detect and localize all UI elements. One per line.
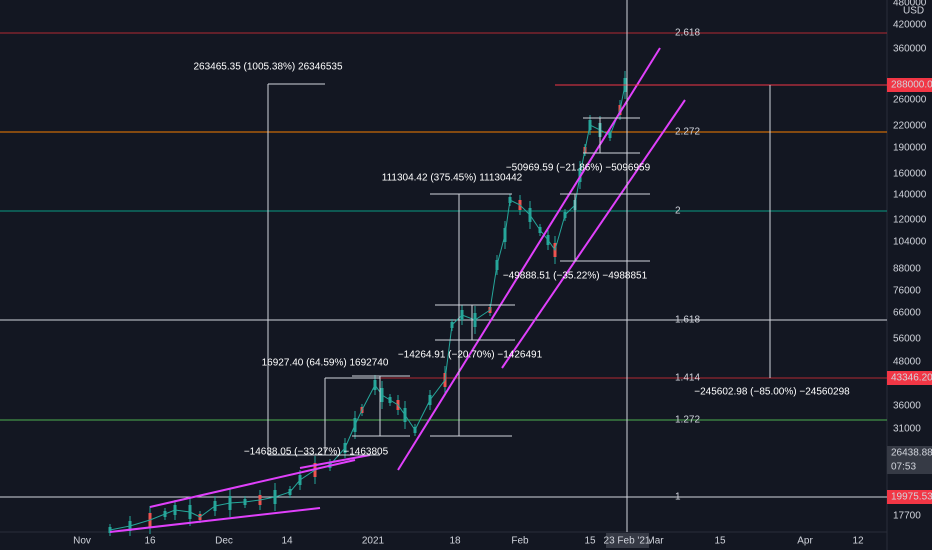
- fib-level-label: 1.272: [675, 415, 700, 426]
- price-tag-label: 43346.20: [891, 373, 932, 384]
- price-axis-label: 76000: [893, 286, 921, 297]
- time-axis-label: 15: [584, 536, 596, 547]
- measure-annotation: 111304.42 (375.45%) 11130442: [382, 173, 523, 184]
- price-tag: [887, 490, 932, 504]
- time-axis-label: 18: [449, 536, 461, 547]
- time-cursor-label: 23 Feb '21: [604, 536, 651, 547]
- currency-label: USD: [903, 6, 924, 17]
- time-axis-label: Dec: [215, 536, 233, 547]
- time-axis-label: Apr: [797, 536, 813, 547]
- price-axis-label: 56000: [893, 334, 921, 345]
- measure-annotation: −14264.91 (−20.70%) −1426491: [398, 350, 543, 361]
- fib-level-label: 2: [675, 206, 681, 217]
- time-axis-label: Feb: [511, 536, 529, 547]
- fib-level-label: 2.272: [675, 127, 700, 138]
- price-axis-label: 480000: [893, 0, 927, 9]
- price-path: [109, 84, 626, 531]
- price-axis-label: 190000: [893, 143, 927, 154]
- price-tag: [887, 371, 932, 385]
- labels: 2.618 2.272 2 1.618 1.414 1.272 1 263465.35 (10…: [73, 0, 932, 548]
- price-axis-label: 36000: [893, 401, 921, 412]
- time-axis-label: 16: [144, 536, 156, 547]
- price-axis-label: 17700: [893, 511, 921, 522]
- plot: [0, 0, 887, 536]
- trend-line: [149, 459, 356, 508]
- time-axis-label: Mar: [646, 536, 664, 547]
- price-axis-label: 160000: [893, 169, 927, 180]
- time-axis-label: 12: [852, 536, 864, 547]
- price-axis-label: 48000: [893, 357, 921, 368]
- price-axis-label: 104000: [893, 237, 927, 248]
- price-tag-label: 07:53: [891, 462, 916, 473]
- trend-line: [501, 99, 686, 369]
- price-axis-label: 88000: [893, 264, 921, 275]
- time-cursor-box: [606, 533, 649, 548]
- trend-line: [109, 507, 321, 533]
- price-tag: [887, 446, 932, 460]
- price-tag-label: 26438.88: [891, 448, 932, 459]
- measure-annotation: −14638.05 (−33.27%) −1463805: [244, 447, 389, 458]
- price-axis-label: 120000: [893, 215, 927, 226]
- time-axis-label: Nov: [73, 536, 91, 547]
- price-axis-label: 420000: [893, 20, 927, 31]
- measure-annotation: −49888.51 (−35.22%) −4988851: [503, 271, 648, 282]
- price-tag-label: 288000.00: [891, 80, 932, 91]
- price-tag: [887, 78, 932, 92]
- fib-level-label: 1.414: [675, 373, 700, 384]
- time-axis-label: 14: [281, 536, 293, 547]
- price-tag-label: 19975.53: [891, 492, 932, 503]
- fib-level-label: 1: [675, 492, 681, 503]
- price-axis-label: 360000: [893, 44, 927, 55]
- trend-line: [299, 454, 371, 469]
- measure-annotation: −245602.98 (−85.00%) −24560298: [694, 387, 850, 398]
- time-axis-label: 15: [714, 536, 726, 547]
- measure-annotation: −50969.59 (−21.86%) −5096959: [506, 163, 651, 174]
- price-axis-label: 66000: [893, 308, 921, 319]
- fib-level-label: 1.618: [675, 315, 700, 326]
- time-axis-label: 2021: [362, 536, 385, 547]
- price-axis-label: 220000: [893, 121, 927, 132]
- price-axis-label: 260000: [893, 95, 927, 106]
- fib-level-label: 2.618: [675, 28, 700, 39]
- price-axis-label: 31000: [893, 424, 921, 435]
- price-tag: [887, 460, 932, 474]
- measure-annotation: 263465.35 (1005.38%) 26346535: [193, 62, 342, 73]
- price-axis-label: 140000: [893, 190, 927, 201]
- measure-annotation: 16927.40 (64.59%) 1692740: [262, 358, 389, 369]
